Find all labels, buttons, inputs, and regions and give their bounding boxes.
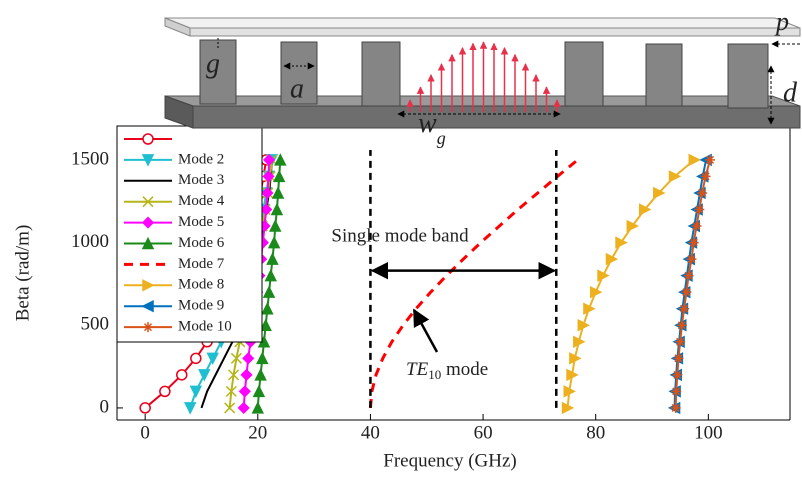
annotation-sub: 10 [428,367,441,382]
marker [242,370,252,380]
pillar [362,42,400,106]
pillar [728,44,768,108]
inset-label-sub: g [437,128,446,148]
marker [701,171,711,181]
marker [697,188,707,198]
marker [262,304,272,314]
top-plate-front [190,28,800,36]
x-axis-label: Frequency (GHz) [383,450,516,471]
marker [673,353,683,363]
series-line [568,160,695,408]
marker [671,403,681,413]
x-tick-label: 20 [248,422,267,443]
y-tick-label: 0 [100,396,110,417]
marker [191,353,201,363]
marker [257,353,267,363]
marker [160,386,170,396]
marker [273,188,283,198]
annotation-part: mode [441,359,488,380]
marker [254,386,264,396]
y-tick-label: 1000 [71,231,109,252]
legend-label: Mode 7 [178,256,225,272]
legend-label: Mode 2 [178,151,224,167]
marker [185,403,195,413]
pillar [565,42,603,106]
marker [239,403,249,413]
y-tick-label: 1500 [71,148,109,169]
marker [671,386,681,396]
marker [598,271,608,281]
marker [272,205,282,215]
base-plate-top [165,96,800,106]
base-plate-front [193,106,800,128]
legend-label: Mode 8 [178,277,224,293]
marker [243,353,253,363]
legend-label: Mode 5 [178,214,224,230]
series [671,155,715,413]
marker [584,304,594,314]
marker [240,386,250,396]
marker [191,386,201,396]
legend-label: Mode 3 [178,172,224,188]
annotation: Single mode band [331,225,469,246]
legend-label: Mode 4 [178,193,225,209]
marker [199,370,209,380]
marker [686,254,696,264]
annotation: TE10 mode [406,359,488,382]
marker [684,271,694,281]
marker [692,221,702,231]
marker [591,287,601,297]
x-tick-label: 100 [694,422,723,443]
marker [143,322,153,332]
inset-label: a [290,73,304,104]
legend-label: Mode 6 [178,235,225,251]
marker [689,155,699,165]
marker [140,403,150,413]
marker [679,304,689,314]
marker [253,403,263,413]
inset-label-part: w [418,108,437,139]
marker [264,287,274,297]
annotation-part: TE [406,359,429,380]
marker [143,134,153,144]
y-tick-label: 500 [81,314,110,335]
legend: Mode 2 Mode 3 Mode 4 Mode 5 Mode 6 Mode 7 Mode… [117,126,262,342]
x-tick-label: 60 [474,422,493,443]
legend-label: Mode 10 [178,319,232,335]
inset-label: d [783,77,798,108]
marker [694,205,704,215]
x-tick-label: 80 [586,422,605,443]
marker [256,370,266,380]
chart: 020406080100050010001500 Frequency (GHz)… [0,0,802,474]
legend-label: Mode 9 [178,298,224,314]
marker [677,320,687,330]
marker [266,271,276,281]
pillar [646,44,682,106]
x-tick-label: 40 [361,422,380,443]
x-tick-label: 0 [140,422,150,443]
marker [267,254,277,264]
marker [177,370,187,380]
marker [705,155,715,165]
top-plate [165,18,800,28]
inset-diagram: g a wg d p [165,7,800,148]
y-axis-label: Beta (rad/m) [12,225,33,322]
marker [681,287,691,297]
marker [675,337,685,347]
marker [606,254,616,264]
marker [274,171,284,181]
annotation-arrow [414,310,437,352]
marker [689,238,699,248]
inset-label: p [774,7,789,36]
marker [270,221,280,231]
marker [208,353,218,363]
marker [672,370,682,380]
inset-label: g [206,48,220,79]
marker [269,238,279,248]
